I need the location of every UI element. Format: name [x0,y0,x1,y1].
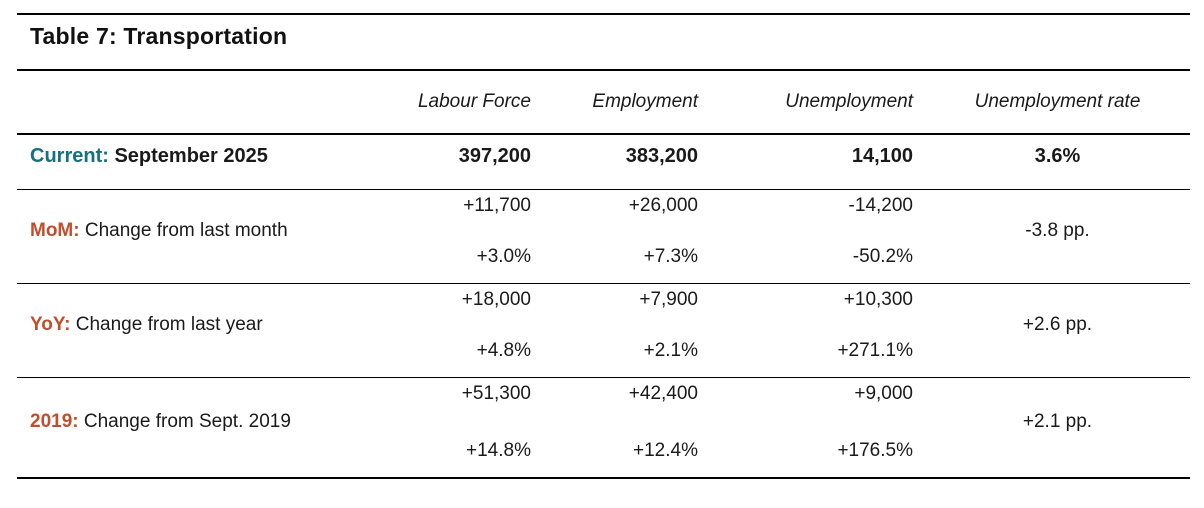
column-header-labour-force: Labour Force [417,91,531,112]
column-header-employment: Employment [592,91,698,112]
current-period: September 2025 [114,145,268,167]
current-unemployment: 14,100 [851,145,913,167]
column-header-unemployment-rate: Unemployment rate [974,91,1141,112]
yoy-unemployment: +10,300 +271.1% [698,290,913,360]
yoy-unemployment-percent: +271.1% [837,340,913,361]
mom-unemployment-percent: -50.2% [852,246,913,267]
row-2019-employment-change: +42,400 [628,383,698,404]
row-2019-unemployment-change: +9,000 [854,383,913,404]
row-2019: 2019: Change from Sept. 2019 +51,300 +14… [17,378,1190,477]
current-prefix: Current: [30,145,115,167]
yoy-employment-percent: +2.1% [643,340,698,361]
mom-label: Change from last month [84,220,288,241]
row-2019-employment-percent: +12.4% [633,440,698,461]
mom-employment: +26,000 +7.3% [531,196,698,266]
yoy-rate-change: +2.6 pp. [1022,314,1093,335]
yoy-labour-force: +18,000 +4.8% [390,290,531,360]
row-2019-employment: +42,400 +12.4% [531,384,698,460]
row-2019-prefix: 2019: [30,411,84,432]
mom-labour-force-change: +11,700 [463,195,531,216]
table-header-row: Labour Force Employment Unemployment Une… [17,71,1190,135]
transportation-table: Table 7: Transportation Labour Force Emp… [17,13,1190,479]
column-header-unemployment: Unemployment [785,91,913,112]
yoy-label: Change from last year [75,314,263,335]
yoy-employment-change: +7,900 [639,289,698,310]
current-row-label: Current: September 2025 [17,145,390,168]
mom-employment-percent: +7.3% [643,246,698,267]
current-labour-force: 397,200 [458,145,531,167]
yoy-labour-force-percent: +4.8% [476,340,531,361]
mom-row-label: MoM: Change from last month [17,220,390,242]
row-2019-text: Change from Sept. 2019 [83,411,291,432]
mom-prefix: MoM: [30,220,85,241]
mom-unemployment-change: -14,200 [848,195,913,216]
row-2019-unemployment-percent: +176.5% [837,440,913,461]
current-row: Current: September 2025 397,200 383,200 … [17,135,1190,190]
current-unemployment-rate: 3.6% [1034,145,1081,167]
row-2019-labour-force: +51,300 +14.8% [390,384,531,460]
row-2019-label: 2019: Change from Sept. 2019 [17,411,390,433]
mom-labour-force: +11,700 +3.0% [390,196,531,266]
mom-rate-change: -3.8 pp. [1025,220,1090,241]
mom-employment-change: +26,000 [628,195,698,216]
current-employment: 383,200 [625,145,698,167]
yoy-row: YoY: Change from last year +18,000 +4.8%… [17,284,1190,378]
yoy-row-label: YoY: Change from last year [17,314,390,336]
mom-unemployment: -14,200 -50.2% [698,196,913,266]
row-2019-rate-change: +2.1 pp. [1022,411,1093,432]
yoy-unemployment-change: +10,300 [843,289,913,310]
row-2019-labour-force-change: +51,300 [461,383,531,404]
yoy-employment: +7,900 +2.1% [531,290,698,360]
row-2019-unemployment: +9,000 +176.5% [698,384,913,460]
mom-labour-force-percent: +3.0% [476,246,531,267]
table-title: Table 7: Transportation [30,22,288,49]
yoy-labour-force-change: +18,000 [461,289,531,310]
yoy-prefix: YoY: [30,314,76,335]
mom-row: MoM: Change from last month +11,700 +3.0… [17,190,1190,284]
table-title-row: Table 7: Transportation [17,15,1190,71]
row-2019-labour-force-percent: +14.8% [466,440,531,461]
